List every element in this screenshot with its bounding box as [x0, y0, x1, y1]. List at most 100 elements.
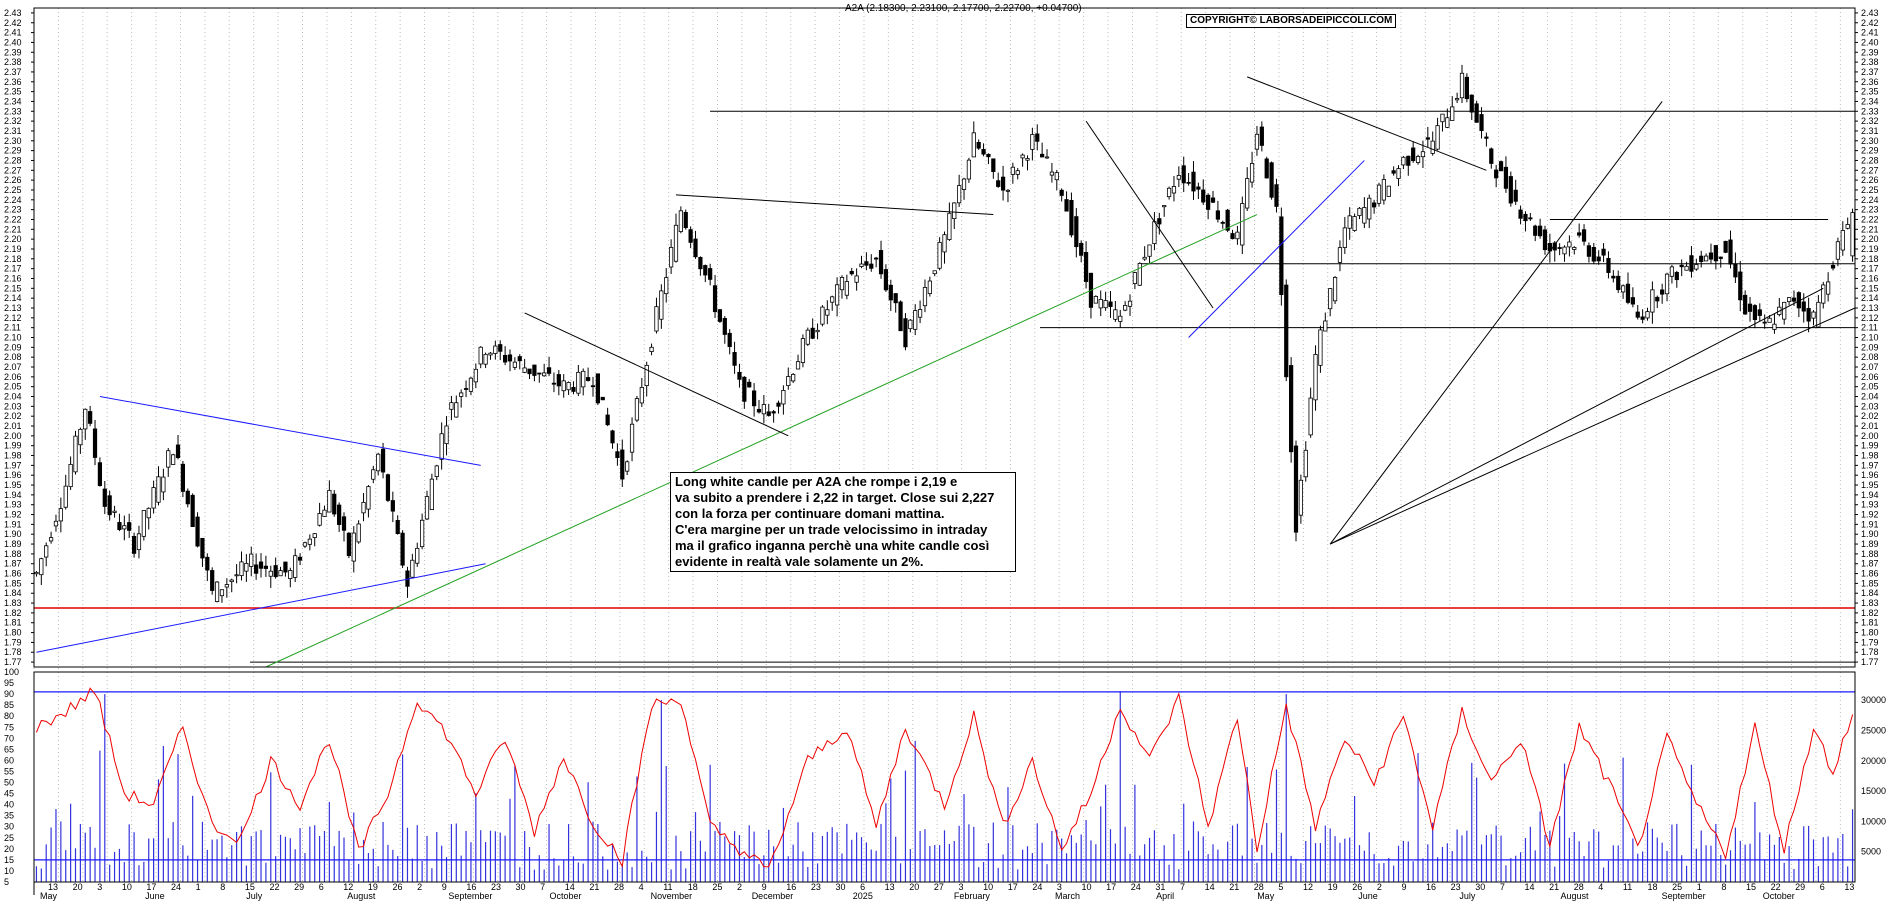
y-tick-label-right: 2.08 — [1861, 352, 1879, 362]
candle-body — [1279, 216, 1284, 295]
y-tick-label-left: 2.03 — [4, 401, 22, 411]
x-day-label: 18 — [1648, 882, 1658, 892]
candle-body — [185, 490, 190, 505]
y-tick-label-left: 2.08 — [4, 352, 22, 362]
candle-body — [751, 390, 757, 407]
x-day-label: 13 — [1844, 882, 1854, 892]
candle-body — [1479, 114, 1484, 131]
candle-body — [1176, 175, 1181, 180]
candle-body — [1376, 184, 1382, 204]
copyright-box: COPYRIGHT© LABORSADEIPICCOLI.COM — [1186, 14, 1397, 28]
y-tick-label-left: 2.18 — [4, 254, 22, 264]
x-month-label: March — [1055, 891, 1080, 901]
x-month-label: September — [448, 891, 492, 901]
trendline — [1085, 120, 1214, 309]
candle-body — [522, 367, 527, 373]
x-month-label: April — [1156, 891, 1174, 901]
candle-body — [449, 402, 454, 410]
candle-body — [1782, 301, 1787, 320]
candle-body — [244, 563, 249, 572]
candle-body — [205, 556, 210, 571]
y-tick-label-left: 2.28 — [4, 155, 22, 165]
candle-body — [605, 414, 610, 426]
x-month-label: August — [1561, 891, 1590, 901]
candle-body — [356, 523, 361, 543]
y-tick-label-right: 1.96 — [1861, 470, 1879, 480]
candle-body — [1786, 297, 1792, 303]
candle-body — [927, 280, 932, 294]
y-tick-label-right: 2.39 — [1861, 47, 1879, 57]
y-tick-label-right: 2.06 — [1861, 372, 1879, 382]
candle-body — [1430, 140, 1435, 154]
candle-body — [439, 433, 444, 460]
candle-body — [1669, 266, 1675, 277]
candle-body — [825, 309, 830, 316]
candle-body — [595, 373, 600, 404]
y-tick-label-right: 2.35 — [1861, 87, 1879, 97]
y-tick-label-right: 2.01 — [1861, 421, 1879, 431]
candle-body — [1811, 311, 1816, 319]
candle-body — [88, 411, 93, 424]
candle-body — [922, 287, 928, 307]
osc-tick-label: 60 — [4, 755, 14, 765]
candle-body — [571, 386, 576, 392]
candle-body — [610, 430, 615, 444]
x-day-label: 19 — [368, 882, 378, 892]
candle-body — [727, 332, 732, 347]
y-tick-label-right: 1.83 — [1861, 598, 1879, 608]
candle-body — [639, 387, 644, 404]
candle-body — [634, 398, 640, 421]
candle-body — [171, 454, 176, 465]
x-day-label: 1 — [196, 882, 201, 892]
candle-body — [1303, 449, 1308, 478]
candle-body — [810, 327, 815, 339]
candle-body — [1586, 245, 1592, 257]
candle-body — [1274, 184, 1279, 207]
y-tick-label-right: 2.31 — [1861, 126, 1879, 136]
candle-body — [1660, 289, 1665, 295]
candle-body — [468, 377, 474, 392]
candle-body — [1728, 239, 1733, 265]
trendline — [1188, 160, 1365, 338]
x-day-label: 30 — [1475, 882, 1485, 892]
candle-body — [1596, 256, 1601, 262]
candle-body — [1435, 125, 1440, 150]
candle-body — [1035, 133, 1040, 142]
x-day-label: 6 — [319, 882, 324, 892]
y-tick-label-left: 2.04 — [4, 392, 22, 402]
y-tick-label-left: 2.05 — [4, 382, 22, 392]
y-tick-label-right: 2.13 — [1861, 303, 1879, 313]
y-tick-label-right: 2.27 — [1861, 165, 1879, 175]
y-tick-label-right: 2.02 — [1861, 411, 1879, 421]
candle-body — [1718, 256, 1723, 259]
candle-body — [1723, 240, 1728, 253]
candle-body — [952, 202, 957, 220]
y-tick-label-right: 2.11 — [1861, 323, 1878, 333]
y-tick-label-left: 1.98 — [4, 451, 22, 461]
candle-body — [229, 579, 234, 583]
y-tick-label-left: 2.02 — [4, 411, 22, 421]
candle-body — [1396, 168, 1401, 179]
candle-body — [1191, 171, 1196, 192]
y-tick-label-left: 1.90 — [4, 529, 22, 539]
candle-body — [1118, 315, 1123, 322]
osc-tick-label: 5 — [4, 877, 9, 887]
y-tick-label-right: 2.15 — [1861, 283, 1879, 293]
x-day-label: 25 — [1672, 882, 1682, 892]
candle-body — [883, 269, 889, 291]
candle-body — [483, 353, 488, 365]
candle-body — [1469, 94, 1474, 113]
y-tick-label-right: 2.36 — [1861, 77, 1879, 87]
candle-body — [1679, 264, 1684, 268]
candle-body — [1347, 215, 1352, 229]
x-day-label: 28 — [614, 882, 624, 892]
y-tick-label-left: 2.31 — [4, 126, 22, 136]
y-tick-label-right: 1.92 — [1861, 510, 1879, 520]
candle-body — [34, 571, 39, 575]
candle-body — [39, 558, 44, 576]
y-tick-label-left: 2.33 — [4, 106, 22, 116]
candle-body — [722, 318, 727, 335]
y-tick-label-right: 1.84 — [1861, 588, 1879, 598]
candle-body — [1186, 181, 1191, 184]
candle-body — [507, 354, 513, 362]
